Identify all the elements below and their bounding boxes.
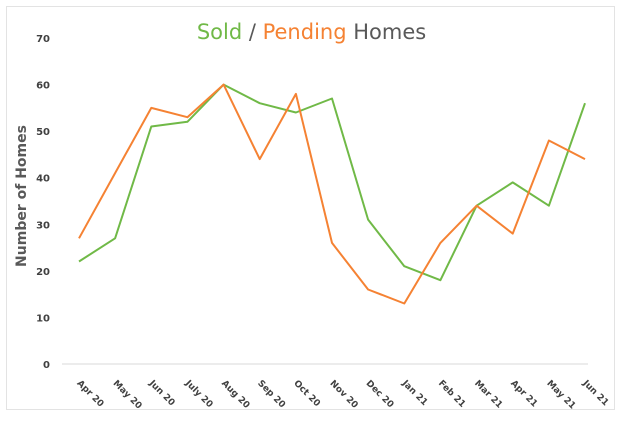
x-tick-label: Aug 20 bbox=[219, 379, 251, 411]
title-pending: Pending bbox=[262, 20, 347, 44]
title-sold: Sold bbox=[196, 20, 243, 44]
x-tick-label: Nov 20 bbox=[328, 379, 360, 411]
y-tick-label: 30 bbox=[36, 220, 50, 231]
title-rest: Homes bbox=[346, 20, 427, 44]
x-tick-label: Apr 21 bbox=[508, 379, 539, 410]
y-tick-label: 20 bbox=[36, 267, 50, 278]
x-tick-label: Jan 21 bbox=[399, 378, 429, 408]
x-tick-label: Mar 21 bbox=[472, 379, 504, 411]
y-tick-label: 60 bbox=[36, 81, 50, 92]
chart-frame bbox=[6, 6, 615, 410]
y-ticks: 0 10 20 30 40 50 60 70 bbox=[36, 34, 50, 371]
x-tick-label: Sep 20 bbox=[255, 379, 287, 411]
y-tick-label: 40 bbox=[36, 174, 50, 185]
y-tick-label: 70 bbox=[36, 34, 50, 45]
y-tick-label: 0 bbox=[43, 360, 50, 371]
x-tick-label: Apr 20 bbox=[75, 379, 106, 410]
title-separator: / bbox=[242, 20, 263, 44]
series-line-sold bbox=[78, 83, 586, 282]
x-tick-label: May 20 bbox=[111, 379, 144, 412]
x-ticks: Apr 20 May 20 Jun 20 July 20 Aug 20 Sep 20 Oct… bbox=[75, 378, 611, 411]
chart-title: Sold / Pending Homes bbox=[0, 20, 623, 44]
y-axis-label: Number of Homes bbox=[14, 125, 30, 267]
y-tick-label: 10 bbox=[36, 313, 50, 324]
x-tick-label: May 21 bbox=[544, 379, 577, 412]
x-tick-label: Oct 20 bbox=[291, 379, 321, 409]
series-line-pending bbox=[78, 83, 586, 305]
y-tick-label: 50 bbox=[36, 127, 50, 138]
x-tick-label: Jun 21 bbox=[580, 378, 610, 408]
x-tick-label: Jun 20 bbox=[146, 378, 176, 408]
x-tick-label: Feb 21 bbox=[436, 379, 467, 410]
series-lines bbox=[78, 83, 586, 305]
x-tick-label: Dec 20 bbox=[364, 379, 396, 411]
x-tick-label: July 20 bbox=[182, 378, 214, 410]
